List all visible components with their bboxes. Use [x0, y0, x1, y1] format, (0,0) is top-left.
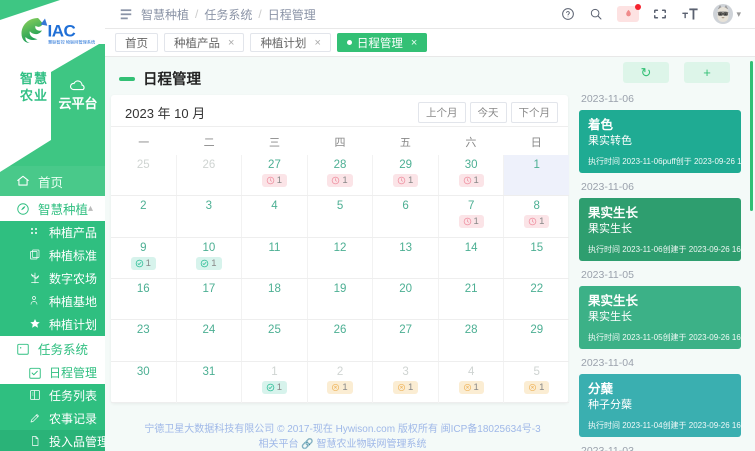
svg-text:慧联智控 物联网管理系统: 慧联智控 物联网管理系统: [48, 39, 95, 46]
svg-text:IAC: IAC: [48, 22, 76, 41]
